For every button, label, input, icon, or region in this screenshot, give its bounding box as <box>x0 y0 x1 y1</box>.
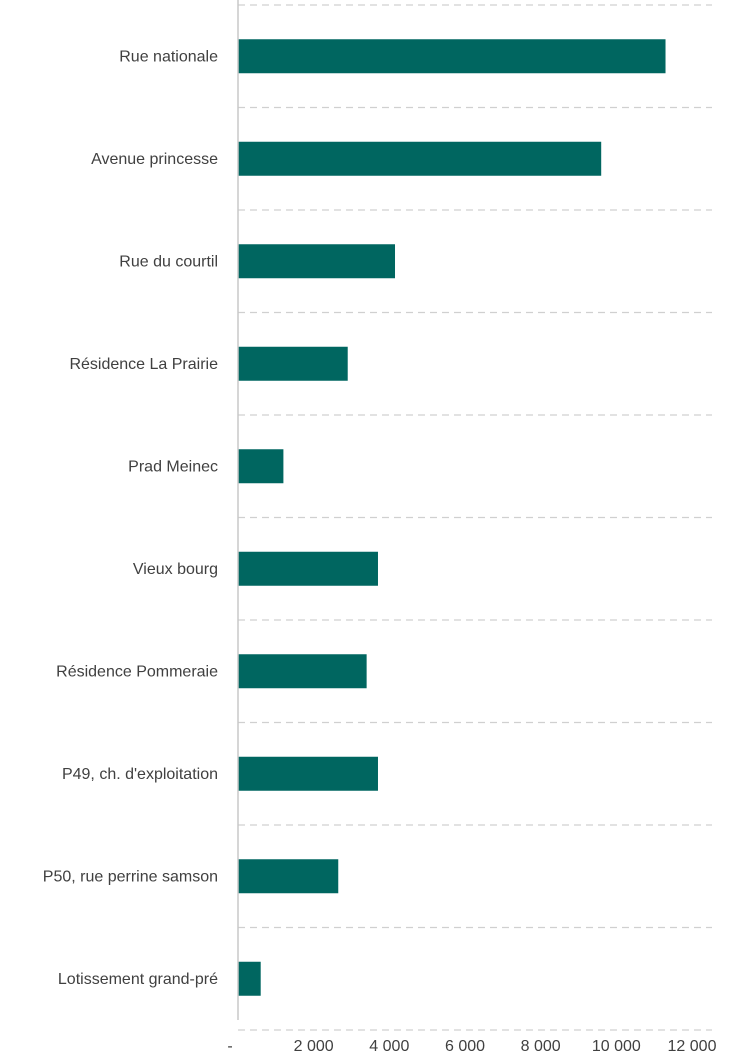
x-tick-label: 12 000 <box>668 1038 717 1055</box>
bar <box>238 756 378 791</box>
x-axis-tick-labels: - 2 000 4 000 6 000 8 000 10 000 12 000 <box>227 1038 716 1055</box>
category-label: Rue du courtil <box>119 253 218 270</box>
category-label: Résidence La Prairie <box>69 356 218 373</box>
bar <box>238 244 396 279</box>
x-tick-label: 4 000 <box>369 1038 409 1055</box>
x-tick-label: 2 000 <box>294 1038 334 1055</box>
x-tick-label: 8 000 <box>521 1038 561 1055</box>
x-tick-label: 6 000 <box>445 1038 485 1055</box>
category-label: Avenue princesse <box>91 151 218 168</box>
bar <box>238 654 367 689</box>
category-label: Prad Meinec <box>128 458 218 475</box>
gridlines <box>238 4 712 1031</box>
category-label: Rue nationale <box>119 48 218 65</box>
bar <box>238 39 666 74</box>
x-tick-label: - <box>227 1038 232 1055</box>
category-label: Vieux bourg <box>133 561 218 578</box>
bar <box>238 346 348 381</box>
bar <box>238 859 339 894</box>
bar <box>238 141 602 176</box>
bar <box>238 551 378 586</box>
bars <box>238 39 666 996</box>
category-label: P50, rue perrine samson <box>43 868 218 885</box>
x-tick-label: 10 000 <box>592 1038 641 1055</box>
category-labels: Rue nationale Avenue princesse Rue du cour… <box>43 48 218 988</box>
bar <box>238 961 261 996</box>
category-label: Résidence Pommeraie <box>56 663 218 680</box>
category-label: P49, ch. d'exploitation <box>62 766 218 783</box>
bar <box>238 449 284 484</box>
category-label: Lotissement grand-pré <box>58 971 218 988</box>
